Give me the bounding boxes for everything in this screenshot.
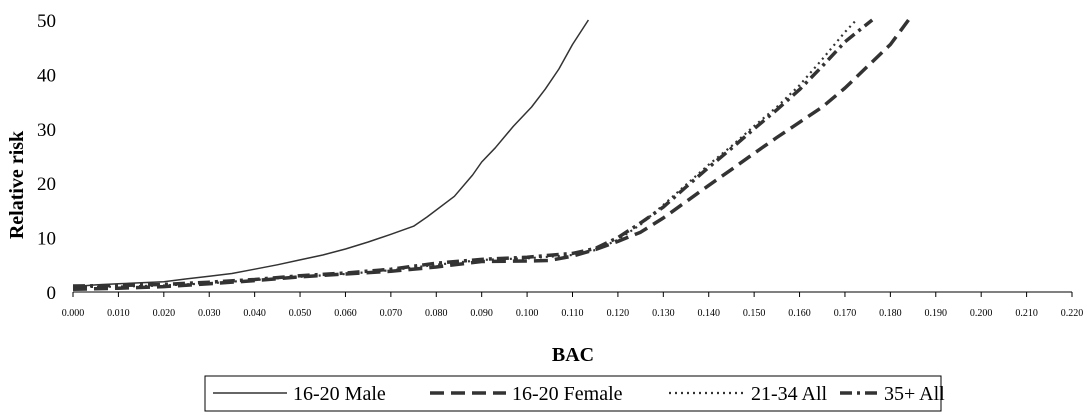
x-tick-label: 0.130 [652,308,675,319]
y-tick-label: 10 [37,229,56,250]
x-tick-label: 0.180 [879,308,902,319]
legend-label-1: 16-20 Male [293,383,386,405]
y-tick-label: 50 [37,11,56,32]
x-tick-label: 0.110 [561,308,583,319]
x-axis-ticks: 0.000 0.010 0.020 0.030 0.040 0.050 0.060 0.070… [62,292,1084,319]
legend-label-2: 16-20 Female [512,383,623,405]
x-tick-label: 0.150 [743,308,766,319]
y-tick-label: 30 [37,120,56,141]
x-tick-label: 0.030 [198,308,221,319]
x-tick-label: 0.080 [425,308,448,319]
legend-box [204,375,942,412]
x-tick-label: 0.060 [334,308,357,319]
y-tick-label: 20 [37,174,56,195]
legend-label-4: 35+ All [884,383,945,405]
series-layer [72,18,910,292]
series-line-4 [72,18,874,288]
x-tick-label: 0.160 [788,308,811,319]
x-tick-label: 0.100 [516,308,539,319]
series-line-2 [72,18,910,292]
series-line-1 [72,19,590,288]
legend-label-3: 21-34 All [751,383,828,405]
y-tick-label: 40 [37,65,56,86]
x-tick-label: 0.020 [153,308,176,319]
x-tick-label: 0.050 [289,308,312,319]
series-line-3 [72,19,858,289]
x-tick-label: 0.000 [62,308,85,319]
legend: 16-20 Male 16-20 Female 21-34 All 35+ All [204,375,945,412]
x-tick-label: 0.170 [834,308,857,319]
x-tick-label: 0.140 [697,308,720,319]
x-tick-label: 0.210 [1015,308,1038,319]
x-tick-label: 0.070 [380,308,403,319]
x-tick-label: 0.090 [470,308,493,319]
x-tick-label: 0.190 [925,308,948,319]
y-tick-label: 0 [47,283,57,304]
x-tick-label: 0.120 [607,308,630,319]
x-tick-label: 0.040 [243,308,266,319]
x-axis-title: BAC [552,344,594,366]
x-tick-label: 0.010 [107,308,130,319]
x-tick-label: 0.220 [1061,308,1084,319]
y-axis-title: Relative risk [6,130,28,239]
y-axis-ticks: 0 10 20 30 40 50 [37,11,56,304]
x-tick-label: 0.200 [970,308,993,319]
